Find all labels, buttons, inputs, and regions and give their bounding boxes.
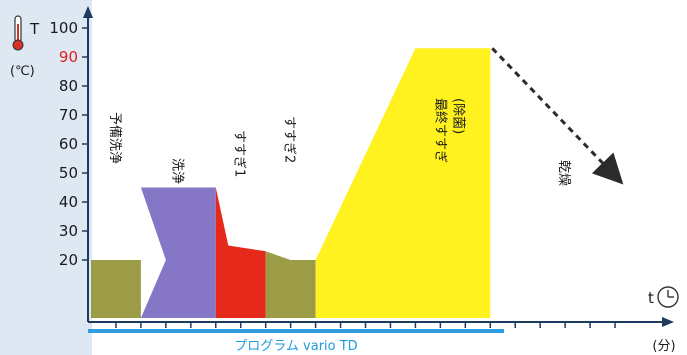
thermometer-icon bbox=[12, 15, 24, 51]
y-tick-label: 70 bbox=[59, 106, 78, 124]
phase-label-2: 洗浄 bbox=[169, 158, 184, 184]
phase-label-5: (除菌) bbox=[450, 98, 465, 134]
y-tick-label: 40 bbox=[59, 193, 78, 211]
x-unit-label: (分) bbox=[652, 339, 675, 354]
x-axis-label: t bbox=[648, 289, 654, 307]
phase-area-3 bbox=[215, 187, 266, 318]
y-tick-label: 20 bbox=[59, 251, 78, 269]
y-axis-label: T bbox=[29, 20, 40, 38]
y-axis-panel bbox=[0, 0, 92, 355]
y-ticks: 20 30 40 50 60 70 80 90 100 bbox=[49, 19, 88, 269]
y-tick-label: 100 bbox=[49, 19, 78, 37]
phase-area-4 bbox=[265, 251, 316, 318]
y-tick-label: 80 bbox=[59, 77, 78, 95]
clock-icon bbox=[657, 286, 679, 308]
unit-label: (℃) bbox=[10, 64, 35, 79]
phase-label-5: 最終すすぎ bbox=[432, 98, 448, 163]
phase-label-3: すすぎ1 bbox=[232, 130, 247, 177]
program-label: プログラム vario TD bbox=[234, 339, 357, 354]
phase-areas bbox=[91, 48, 491, 319]
y-axis-arrowhead bbox=[83, 6, 93, 18]
x-ticks bbox=[115, 322, 616, 328]
drying-arrow bbox=[491, 47, 624, 185]
program-bar bbox=[88, 329, 504, 333]
phase-label-4: すすぎ2 bbox=[282, 116, 297, 163]
phase-area-5 bbox=[315, 48, 491, 319]
y-tick-label: 50 bbox=[59, 164, 78, 182]
y-tick-label: 30 bbox=[59, 222, 78, 240]
y-tick-label: 60 bbox=[59, 135, 78, 153]
x-axis-arrowhead bbox=[662, 317, 674, 327]
phase-area-2 bbox=[140, 187, 216, 318]
phase-area-1 bbox=[91, 260, 141, 318]
y-tick-label: 90 bbox=[59, 48, 78, 66]
phase-label-1: 予備洗浄 bbox=[107, 112, 123, 164]
phase-label-drying: 乾燥 bbox=[556, 160, 571, 186]
